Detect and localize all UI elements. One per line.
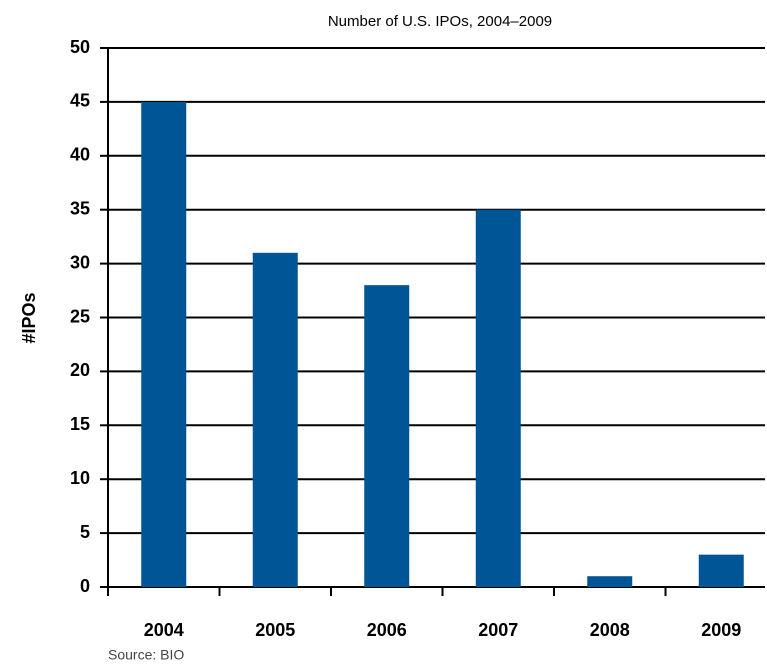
- x-tick-label: 2009: [701, 620, 741, 640]
- x-tick-label: 2004: [144, 620, 184, 640]
- y-tick-label: 25: [70, 306, 90, 326]
- y-tick-label: 40: [70, 145, 90, 165]
- x-tick-label: 2007: [478, 620, 518, 640]
- y-tick-label: 35: [70, 198, 90, 218]
- bar: [364, 285, 410, 587]
- chart-title: Number of U.S. IPOs, 2004–2009: [328, 13, 552, 30]
- y-tick-label: 0: [80, 576, 90, 596]
- y-tick-label: 10: [70, 468, 90, 488]
- y-tick-label: 30: [70, 252, 90, 272]
- x-tick-label: 2006: [367, 620, 407, 640]
- y-tick-label: 45: [70, 91, 90, 111]
- bar: [475, 209, 521, 587]
- source-note: Source: BIO: [108, 647, 184, 663]
- bar: [141, 101, 187, 588]
- y-tick-label: 50: [70, 37, 90, 57]
- bar: [587, 576, 633, 587]
- y-axis-label: #IPOs: [19, 292, 39, 343]
- x-tick-label: 2005: [255, 620, 295, 640]
- x-tick-label: 2008: [590, 620, 630, 640]
- y-tick-label: 15: [70, 414, 90, 434]
- bar: [252, 252, 298, 587]
- y-tick-label: 20: [70, 360, 90, 380]
- y-tick-label: 5: [80, 522, 90, 542]
- bar: [698, 554, 744, 587]
